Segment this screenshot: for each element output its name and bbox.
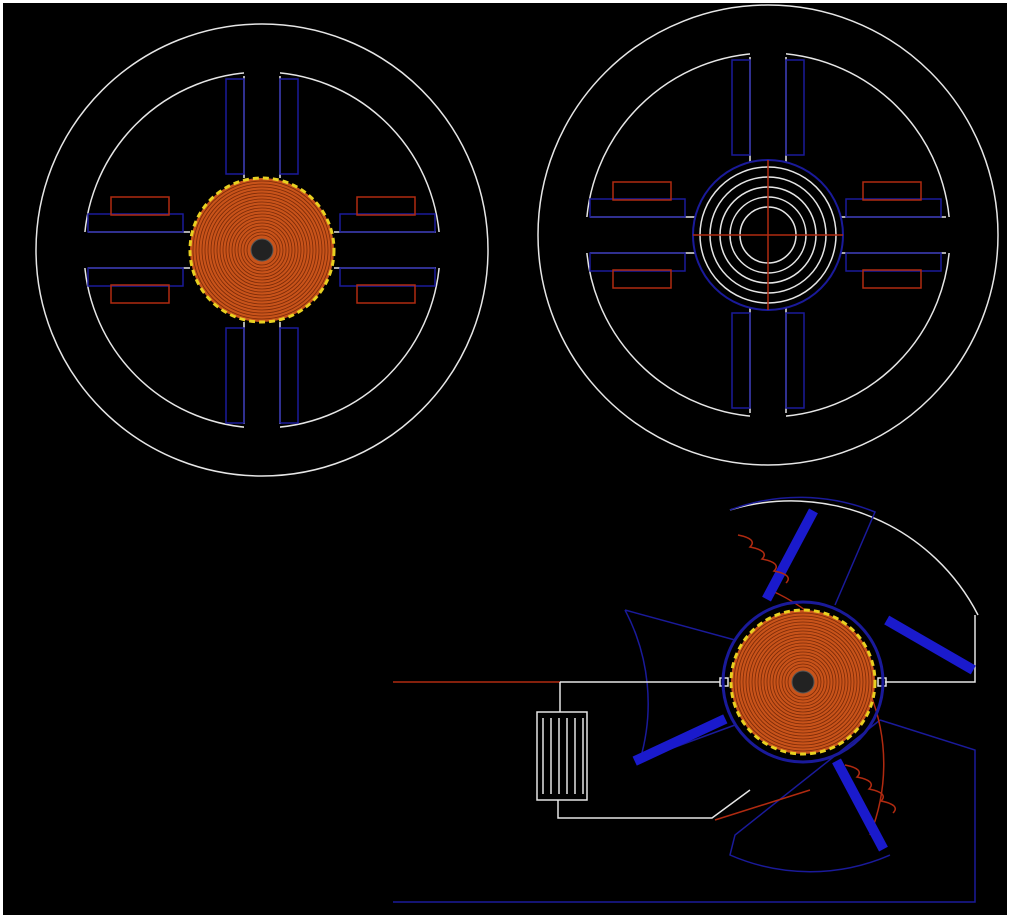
rotor-winding [787,666,819,698]
pole-winding [87,267,184,287]
rotor-winding [757,636,849,728]
rotor-winding [222,210,302,290]
pole-bar [884,615,976,675]
rotor-winding [243,231,281,269]
pole-winding [785,59,805,156]
rotor-winding [201,189,323,311]
slot [578,217,698,253]
rotor-rim [729,608,877,756]
rotor-winding [246,234,278,266]
coil [356,196,416,216]
rotor-winding [778,657,828,707]
sector-outline [624,609,649,761]
pole-winding [845,252,942,272]
pole-winding [279,78,299,175]
pole-winding [589,252,686,272]
rotor-winding [198,186,326,314]
slot [244,64,280,180]
motor [537,4,999,466]
slot [750,45,786,165]
rotor-winding [192,180,332,320]
hub [791,670,815,694]
hub [250,238,274,262]
pole-winding [845,198,942,218]
rotor-winding [207,195,317,305]
rotor-winding [739,618,867,746]
slot [750,305,786,425]
rotor-winding [225,213,299,287]
outer-frame [537,4,999,466]
slot [244,320,280,436]
rotor-winding [781,660,825,704]
pole-winding [225,78,245,175]
slot [838,217,958,253]
motors [35,4,999,477]
pole-bar [632,714,728,766]
rotor-rim [188,176,336,324]
rotor-winding [769,648,837,716]
rotor-winding [213,201,311,299]
coil [862,181,922,201]
rotor-winding [751,630,855,734]
pole-winding [339,267,436,287]
rotor-winding [219,207,305,293]
rotor-winding [216,204,308,296]
coil-spring [844,764,896,814]
rotor-winding [754,633,852,731]
lead-wire [393,880,976,903]
slot [76,232,192,268]
coil [862,269,922,289]
pole-winding [279,327,299,424]
coil-spring [737,534,789,584]
sector-outline [729,496,876,606]
coil [110,196,170,216]
capacitor [536,711,588,801]
rotor-winding [784,663,822,701]
rotor-winding [231,219,293,281]
rotor-winding [745,624,861,740]
rotor-winding [736,615,870,749]
pole-bar [762,508,818,602]
rotor-winding [237,225,287,275]
rotor-winding [748,627,858,737]
rotor-winding [742,621,864,743]
coil [612,181,672,201]
motor [35,23,489,477]
pole-winding [87,213,184,233]
rotor-winding [763,642,843,722]
outer-frame [35,23,489,477]
generator-view [393,496,979,903]
stator-ring [721,600,885,764]
rotor-winding [234,222,290,278]
lead-wire [557,615,976,819]
coil [612,269,672,289]
pole-winding [731,59,751,156]
rotor-winding [240,228,284,272]
pole-winding [731,312,751,409]
pole-bar [832,758,888,852]
pole-winding [339,213,436,233]
sector-outline [729,719,976,880]
rotor-winding [760,639,846,725]
rotor-winding [766,645,840,719]
pole-winding [225,327,245,424]
rotor-winding [775,654,831,710]
canvas-background [3,3,1007,915]
rotor-winding [204,192,320,308]
slot [332,232,448,268]
rotor-winding [228,216,296,284]
coil [356,284,416,304]
pole-winding [785,312,805,409]
rotor-winding [733,612,873,752]
rotor-winding [210,198,314,302]
rotor-winding [195,183,329,317]
pole-winding [589,198,686,218]
coil [110,284,170,304]
rotor-winding [772,651,834,713]
